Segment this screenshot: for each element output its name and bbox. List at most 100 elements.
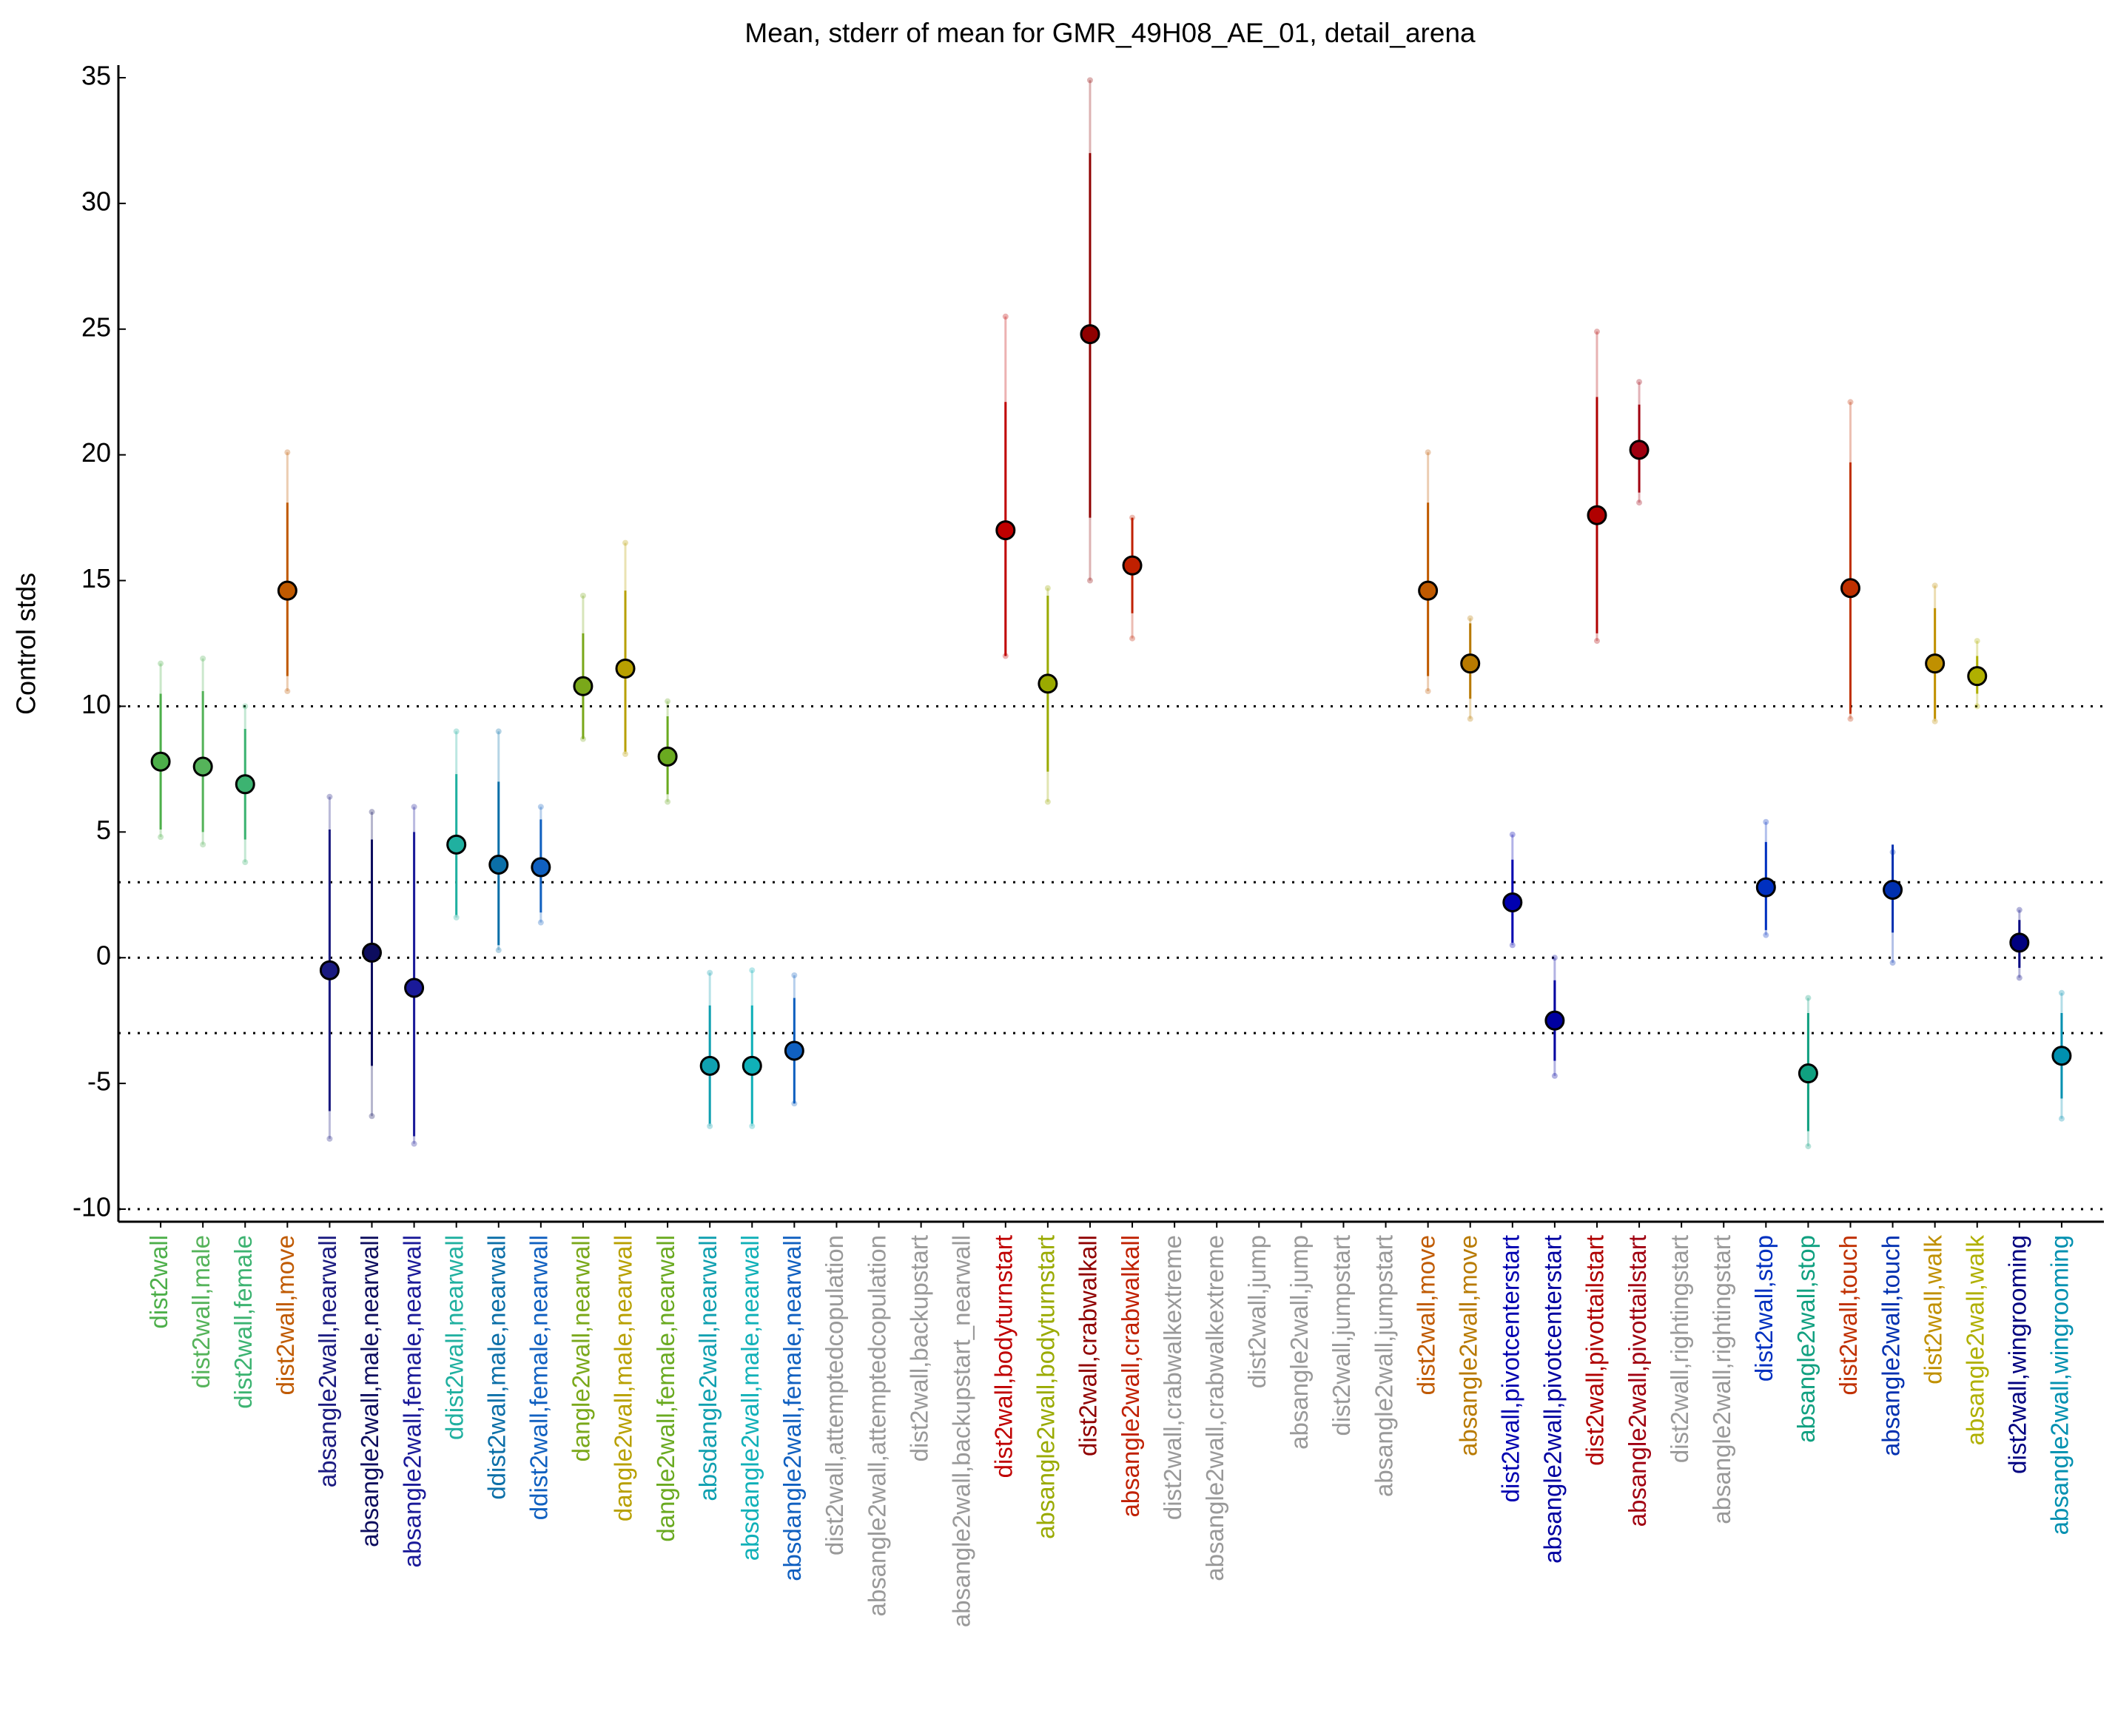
range-end — [791, 972, 798, 979]
mean-marker — [784, 1040, 804, 1061]
range-end — [1593, 638, 1600, 645]
x-tick-label: absangle2wall,rightingstart — [1708, 1235, 1735, 1524]
mean-marker — [699, 1055, 720, 1076]
mean-marker — [1925, 653, 1946, 674]
x-tick-label: dist2wall,attemptedcopulation — [821, 1235, 848, 1555]
y-tick-label: 20 — [81, 437, 111, 468]
mean-marker — [1418, 580, 1439, 601]
x-tick-label: absangle2wall,pivotcenterstart — [1539, 1235, 1567, 1564]
chart-title: Mean, stderr of mean for GMR_49H08_AE_01… — [744, 18, 1476, 48]
mean-marker — [531, 857, 551, 878]
x-tick-label: dist2wall,pivottailstart — [1581, 1235, 1609, 1466]
mean-marker — [1883, 879, 1903, 900]
y-tick-label: 30 — [81, 186, 111, 216]
mean-marker — [488, 855, 509, 875]
x-tick-label: dist2wall,stop — [1750, 1235, 1778, 1382]
x-tick-label: dist2wall,move — [1412, 1235, 1439, 1395]
range-end — [2058, 989, 2065, 996]
range-end — [284, 688, 291, 695]
range-end — [579, 592, 586, 599]
range-end — [665, 698, 671, 704]
range-end — [1593, 329, 1600, 335]
x-tick-label: absangle2wall,nearwall — [314, 1235, 341, 1487]
mean-marker — [1629, 440, 1650, 460]
range-end — [1974, 638, 1980, 645]
range-end — [2016, 906, 2022, 913]
range-end — [2058, 1115, 2065, 1122]
y-tick-label: 35 — [81, 61, 111, 91]
range-end — [495, 728, 502, 735]
mean-marker — [1460, 653, 1481, 674]
range-end — [411, 804, 417, 810]
x-tick-label: absangle2wall,touch — [1877, 1235, 1904, 1456]
mean-marker — [192, 756, 213, 777]
x-tick-label: ddist2wall,nearwall — [440, 1235, 468, 1440]
mean-marker — [1502, 892, 1523, 912]
range-end — [369, 809, 375, 815]
x-tick-label: absangle2wall,backupstart_nearwall — [947, 1235, 975, 1627]
x-tick-label: dist2wall,walk — [1919, 1235, 1946, 1385]
range-end — [1086, 77, 1093, 84]
range-end — [1425, 449, 1431, 456]
y-tick-label: 0 — [96, 941, 111, 971]
mean-marker — [742, 1055, 762, 1076]
mean-marker — [995, 520, 1016, 541]
mean-marker — [1587, 505, 1607, 525]
range-end — [1805, 1143, 1812, 1150]
y-tick-label: -5 — [87, 1066, 111, 1097]
range-end — [326, 1135, 333, 1142]
mean-marker — [657, 746, 678, 767]
range-end — [665, 798, 671, 805]
range-end — [1509, 942, 1516, 949]
x-tick-label: absangle2wall,jumpstart — [1370, 1235, 1397, 1497]
x-tick-label: absdangle2wall,female,nearwall — [779, 1235, 806, 1581]
range-end — [1002, 313, 1009, 320]
x-tick-label: absangle2wall,crabwalkall — [1117, 1235, 1144, 1518]
range-end — [1551, 955, 1558, 961]
mean-marker — [319, 960, 340, 980]
y-tick-label: -10 — [73, 1192, 111, 1222]
x-tick-label: absangle2wall,male,nearwall — [356, 1235, 383, 1547]
range-end — [1974, 703, 1980, 710]
range-end — [1763, 818, 1769, 825]
range-end — [707, 1123, 713, 1129]
x-tick-label: ddist2wall,male,nearwall — [482, 1235, 510, 1500]
range-end — [749, 967, 756, 974]
range-end — [1086, 577, 1093, 584]
range-end — [453, 728, 460, 735]
y-tick-label: 10 — [81, 689, 111, 719]
x-tick-label: absangle2wall,wingrooming — [2046, 1235, 2074, 1535]
range-end — [242, 703, 249, 710]
x-tick-label: dist2wall — [145, 1235, 172, 1329]
x-tick-label: absangle2wall,stop — [1792, 1235, 1820, 1443]
x-tick-label: absangle2wall,jump — [1285, 1235, 1313, 1450]
mean-marker — [1080, 324, 1100, 345]
x-tick-label: dist2wall,crabwalkextreme — [1159, 1235, 1186, 1520]
mean-marker — [404, 978, 425, 998]
mean-marker — [573, 676, 594, 696]
x-tick-label: dist2wall,pivotcenterstart — [1497, 1235, 1524, 1502]
mean-marker — [1755, 877, 1776, 898]
range-end — [622, 539, 629, 546]
x-tick-label: absangle2wall,bodyturnstart — [1032, 1235, 1060, 1539]
range-end — [707, 969, 713, 976]
range-end — [2016, 975, 2022, 981]
mean-marker — [277, 580, 297, 601]
x-tick-label: dist2wall,jumpstart — [1328, 1235, 1355, 1436]
y-tick-label: 15 — [81, 563, 111, 593]
range-end — [749, 1123, 756, 1129]
range-end — [1509, 831, 1516, 838]
range-end — [1467, 615, 1473, 622]
x-tick-label: absangle2wall,pivottailstart — [1624, 1235, 1651, 1527]
x-tick-label: dist2wall,touch — [1835, 1235, 1862, 1395]
range-end — [453, 914, 460, 921]
range-end — [242, 859, 249, 866]
x-tick-label: absdangle2wall,nearwall — [694, 1235, 722, 1501]
x-tick-label: dist2wall,move — [272, 1235, 299, 1395]
range-end — [1129, 635, 1136, 642]
x-tick-label: dist2wall,male — [187, 1235, 215, 1388]
range-end — [1636, 499, 1643, 506]
mean-marker — [235, 774, 255, 795]
